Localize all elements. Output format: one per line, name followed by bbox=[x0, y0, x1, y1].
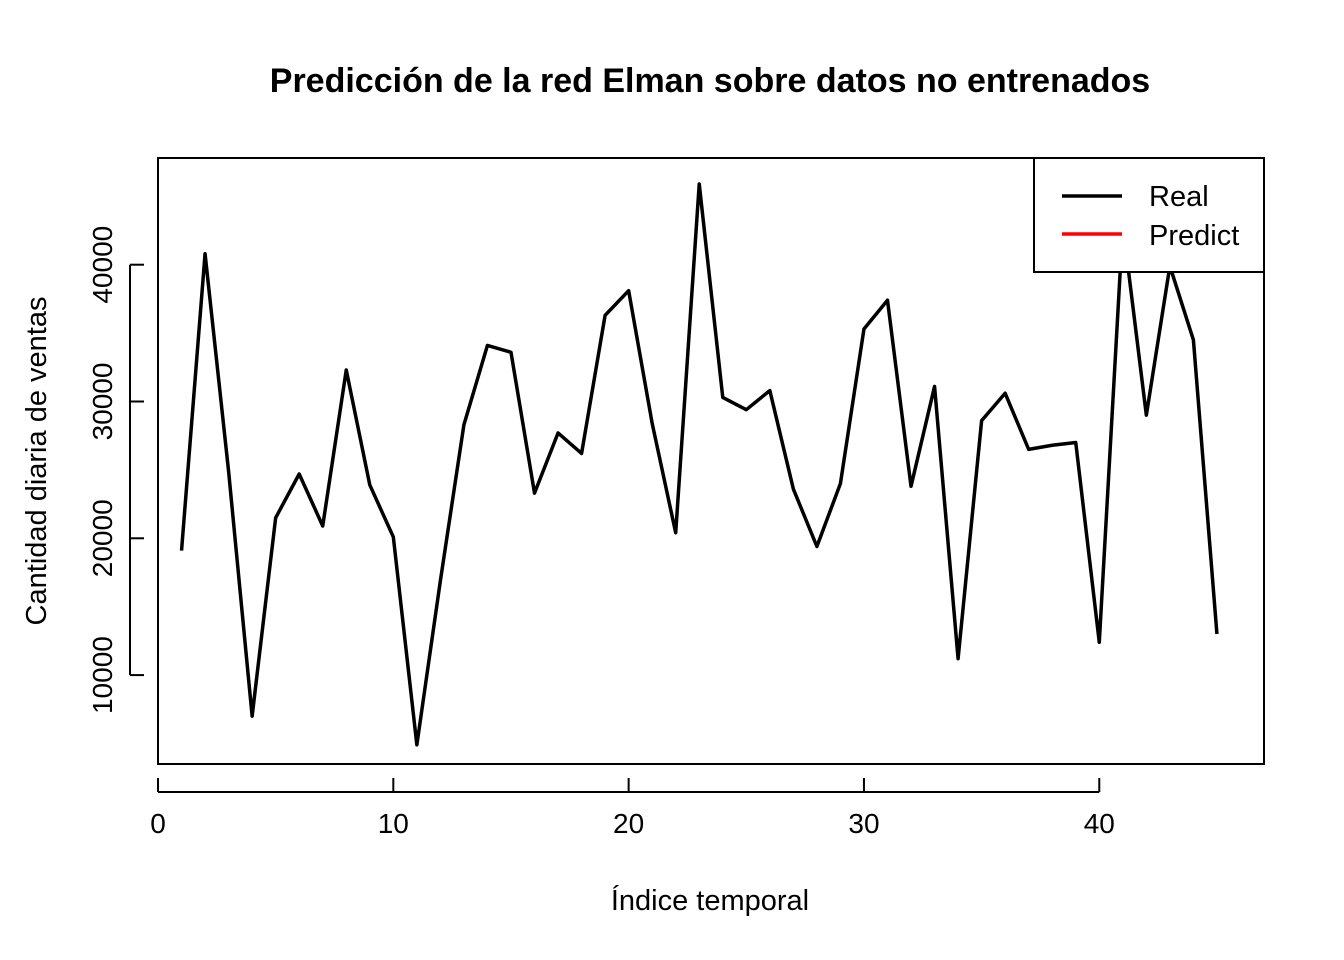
series-layer bbox=[179, 182, 1219, 747]
y-axis: 10000 20000 30000 40000 bbox=[87, 226, 144, 714]
legend: Real Predict bbox=[1033, 157, 1265, 273]
series-line-real bbox=[179, 182, 1219, 747]
legend-label-real: Real bbox=[1149, 181, 1209, 213]
y-tick-label: 30000 bbox=[87, 363, 118, 441]
y-tick-label: 20000 bbox=[87, 499, 118, 577]
x-tick-label: 40 bbox=[1084, 808, 1115, 839]
x-tick-label: 20 bbox=[613, 808, 644, 839]
plot-frame bbox=[157, 157, 1265, 765]
legend-box bbox=[1033, 157, 1265, 273]
x-tick-label: 0 bbox=[150, 808, 166, 839]
chart-title: Predicción de la red Elman sobre datos n… bbox=[270, 62, 1150, 100]
y-axis-label: Cantidad diaria de ventas bbox=[21, 297, 53, 626]
x-tick-label: 10 bbox=[378, 808, 409, 839]
x-axis-label: Índice temporal bbox=[611, 884, 809, 917]
y-tick-label: 40000 bbox=[87, 226, 118, 304]
x-axis: 0 10 20 30 40 bbox=[150, 778, 1115, 839]
legend-label-predict: Predict bbox=[1149, 220, 1239, 252]
x-tick-label: 30 bbox=[848, 808, 879, 839]
y-tick-label: 10000 bbox=[87, 636, 118, 714]
